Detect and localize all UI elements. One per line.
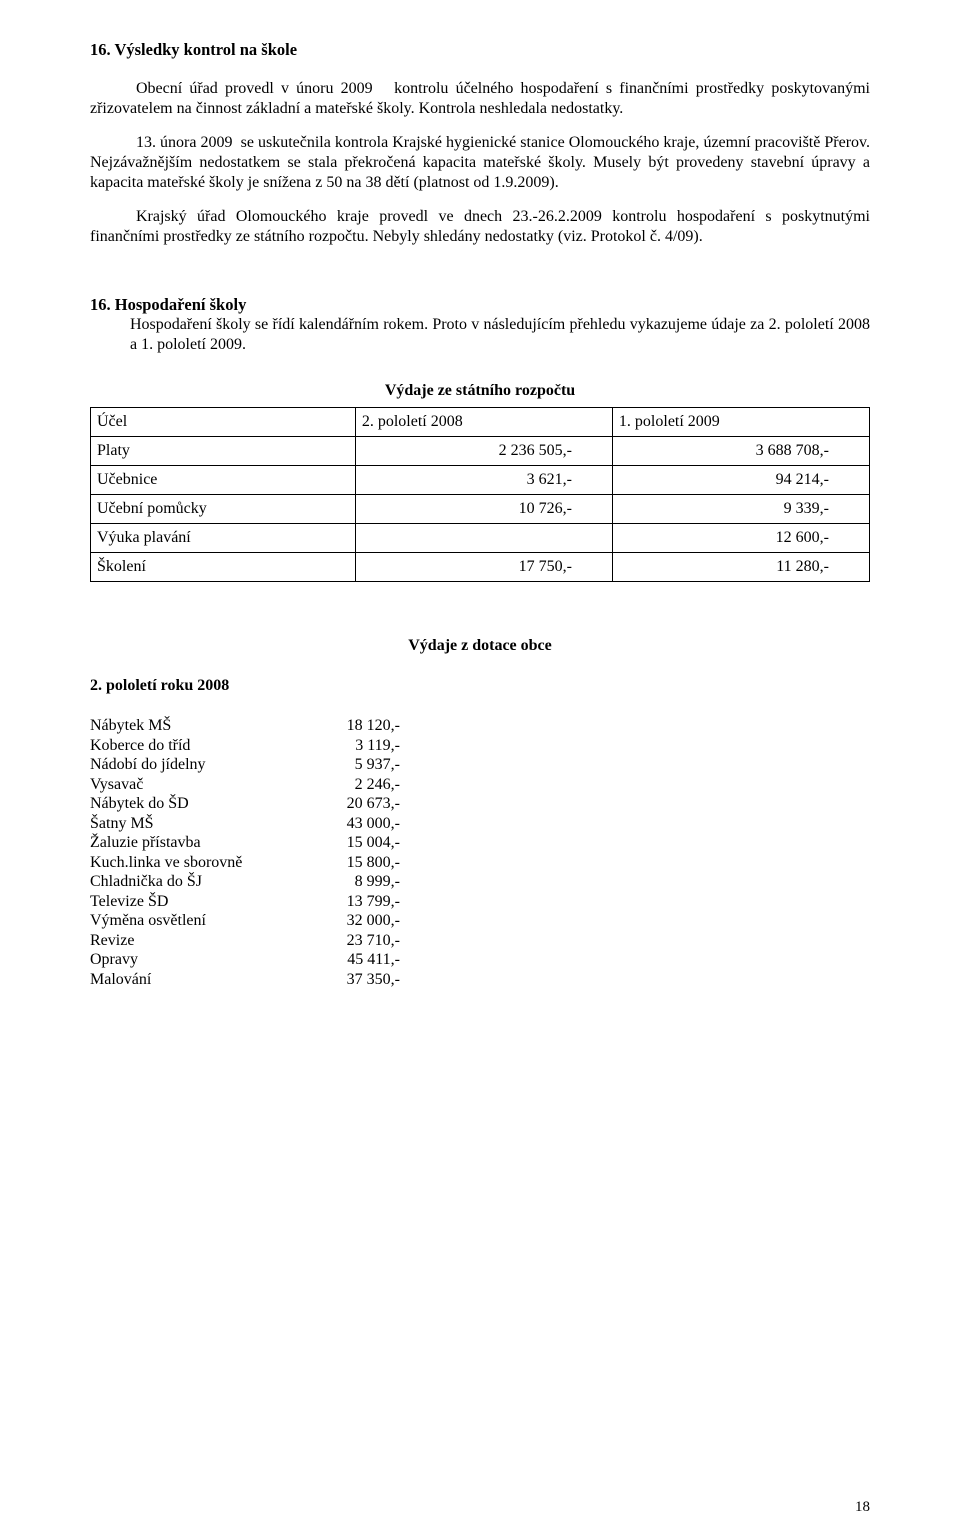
item-value: 23 710,- [300, 931, 400, 951]
item-label: Vysavač [90, 775, 300, 795]
table-header-row: Účel 2. pololetí 2008 1. pololetí 2009 [91, 408, 870, 437]
item-value: 8 999,- [300, 872, 400, 892]
item-value: 15 004,- [300, 833, 400, 853]
cell-2009: 11 280,- [612, 553, 869, 582]
item-value: 32 000,- [300, 911, 400, 931]
list-item: Vysavač2 246,- [90, 775, 870, 795]
list-item: Nádobí do jídelny5 937,- [90, 755, 870, 775]
item-value: 15 800,- [300, 853, 400, 873]
table-row: Školení 17 750,- 11 280,- [91, 553, 870, 582]
item-value: 3 119,- [300, 736, 400, 756]
table-statni-rozpocet: Účel 2. pololetí 2008 1. pololetí 2009 P… [90, 407, 870, 582]
cell-label: Školení [91, 553, 356, 582]
item-value: 37 350,- [300, 970, 400, 990]
heading-results: 16. Výsledky kontrol na škole [90, 40, 870, 61]
list-item: Výměna osvětlení32 000,- [90, 911, 870, 931]
item-label: Žaluzie přístavba [90, 833, 300, 853]
item-label: Koberce do tříd [90, 736, 300, 756]
cell-label: Platy [91, 437, 356, 466]
list-item: Chladnička do ŠJ8 999,- [90, 872, 870, 892]
list-item: Koberce do tříd3 119,- [90, 736, 870, 756]
list-item: Revize23 710,- [90, 931, 870, 951]
heading-hospodareni: 16. Hospodaření školy [90, 295, 870, 316]
heading-dotace-obce: Výdaje z dotace obce [90, 636, 870, 656]
list-item: Žaluzie přístavba15 004,- [90, 833, 870, 853]
page-number: 18 [855, 1498, 870, 1517]
item-label: Nábytek MŠ [90, 716, 300, 736]
cell-2008: 17 750,- [355, 553, 612, 582]
item-label: Kuch.linka ve sborovně [90, 853, 300, 873]
table-row: Učební pomůcky 10 726,- 9 339,- [91, 495, 870, 524]
item-label: Revize [90, 931, 300, 951]
list-item: Šatny MŠ43 000,- [90, 814, 870, 834]
cell-2009: 12 600,- [612, 524, 869, 553]
item-label: Chladnička do ŠJ [90, 872, 300, 892]
subtext-hospodareni: Hospodaření školy se řídí kalendářním ro… [130, 315, 870, 355]
cell-2009: 9 339,- [612, 495, 869, 524]
item-value: 2 246,- [300, 775, 400, 795]
list-item: Kuch.linka ve sborovně15 800,- [90, 853, 870, 873]
page: 16. Výsledky kontrol na škole Obecní úřa… [0, 0, 960, 1537]
item-label: Výměna osvětlení [90, 911, 300, 931]
table-col-2009: 1. pololetí 2009 [612, 408, 869, 437]
paragraph-3: Krajský úřad Olomouckého kraje provedl v… [90, 207, 870, 247]
cell-2008 [355, 524, 612, 553]
cell-2009: 94 214,- [612, 466, 869, 495]
item-label: Opravy [90, 950, 300, 970]
item-value: 13 799,- [300, 892, 400, 912]
table-row: Učebnice 3 621,- 94 214,- [91, 466, 870, 495]
expense-list: Nábytek MŠ18 120,- Koberce do tříd3 119,… [90, 716, 870, 989]
item-value: 45 411,- [300, 950, 400, 970]
table1-title: Výdaje ze státního rozpočtu [90, 381, 870, 401]
table-col-ucel: Účel [91, 408, 356, 437]
cell-label: Učební pomůcky [91, 495, 356, 524]
cell-2009: 3 688 708,- [612, 437, 869, 466]
table-row: Platy 2 236 505,- 3 688 708,- [91, 437, 870, 466]
cell-label: Učebnice [91, 466, 356, 495]
item-value: 18 120,- [300, 716, 400, 736]
list-item: Malování37 350,- [90, 970, 870, 990]
list-item: Nábytek do ŠD20 673,- [90, 794, 870, 814]
cell-2008: 2 236 505,- [355, 437, 612, 466]
item-label: Šatny MŠ [90, 814, 300, 834]
paragraph-2: 13. února 2009 se uskutečnila kontrola K… [90, 133, 870, 193]
item-label: Nábytek do ŠD [90, 794, 300, 814]
list-item: Opravy45 411,- [90, 950, 870, 970]
item-value: 20 673,- [300, 794, 400, 814]
table-row: Výuka plavání 12 600,- [91, 524, 870, 553]
item-label: Televize ŠD [90, 892, 300, 912]
cell-2008: 3 621,- [355, 466, 612, 495]
subheading-2pol2008: 2. pololetí roku 2008 [90, 676, 870, 696]
list-item: Nábytek MŠ18 120,- [90, 716, 870, 736]
item-value: 43 000,- [300, 814, 400, 834]
cell-label: Výuka plavání [91, 524, 356, 553]
cell-2008: 10 726,- [355, 495, 612, 524]
item-label: Nádobí do jídelny [90, 755, 300, 775]
table-col-2008: 2. pololetí 2008 [355, 408, 612, 437]
list-item: Televize ŠD13 799,- [90, 892, 870, 912]
item-label: Malování [90, 970, 300, 990]
item-value: 5 937,- [300, 755, 400, 775]
paragraph-1: Obecní úřad provedl v únoru 2009 kontrol… [90, 79, 870, 119]
